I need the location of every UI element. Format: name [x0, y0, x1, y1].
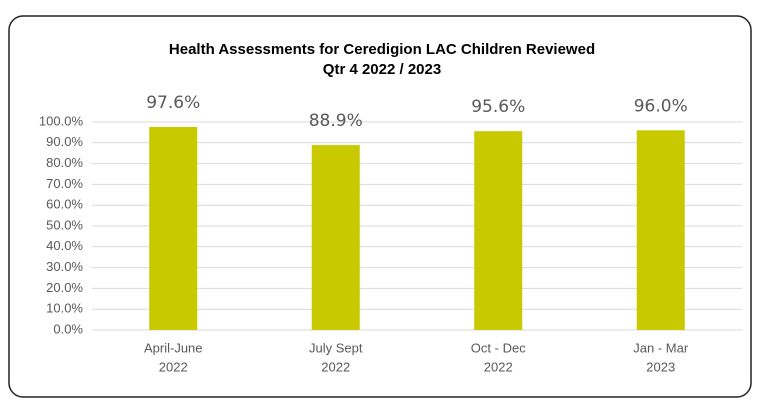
- y-tick-label: 70.0%: [46, 176, 83, 191]
- chart-title: Qtr 4 2022 / 2023: [323, 61, 441, 78]
- x-tick-label: 2022: [321, 359, 350, 374]
- y-tick-label: 80.0%: [46, 155, 83, 170]
- y-tick-label: 40.0%: [46, 238, 83, 253]
- bar: [474, 131, 523, 330]
- value-label: 96.0%: [634, 96, 688, 116]
- y-tick-label: 60.0%: [46, 197, 83, 212]
- x-tick-label: July Sept: [309, 340, 363, 355]
- value-label: 97.6%: [146, 93, 200, 113]
- x-tick-label: April-June: [144, 340, 203, 355]
- chart-title: Health Assessments for Ceredigion LAC Ch…: [169, 41, 595, 58]
- x-tick-label: 2023: [646, 359, 675, 374]
- bar: [636, 130, 685, 330]
- y-tick-label: 0.0%: [53, 321, 83, 336]
- value-label: 95.6%: [471, 97, 525, 117]
- value-label: 88.9%: [309, 111, 363, 131]
- x-tick-label: 2022: [159, 359, 188, 374]
- y-tick-label: 90.0%: [46, 134, 83, 149]
- x-tick-label: 2022: [484, 359, 513, 374]
- y-tick-label: 30.0%: [46, 259, 83, 274]
- bar: [149, 126, 198, 330]
- y-tick-label: 100.0%: [39, 113, 84, 128]
- y-tick-label: 10.0%: [46, 301, 83, 316]
- x-tick-label: Oct - Dec: [471, 340, 526, 355]
- y-tick-label: 20.0%: [46, 280, 83, 295]
- y-tick-label: 50.0%: [46, 217, 83, 232]
- bar: [311, 145, 360, 330]
- x-tick-label: Jan - Mar: [633, 340, 689, 355]
